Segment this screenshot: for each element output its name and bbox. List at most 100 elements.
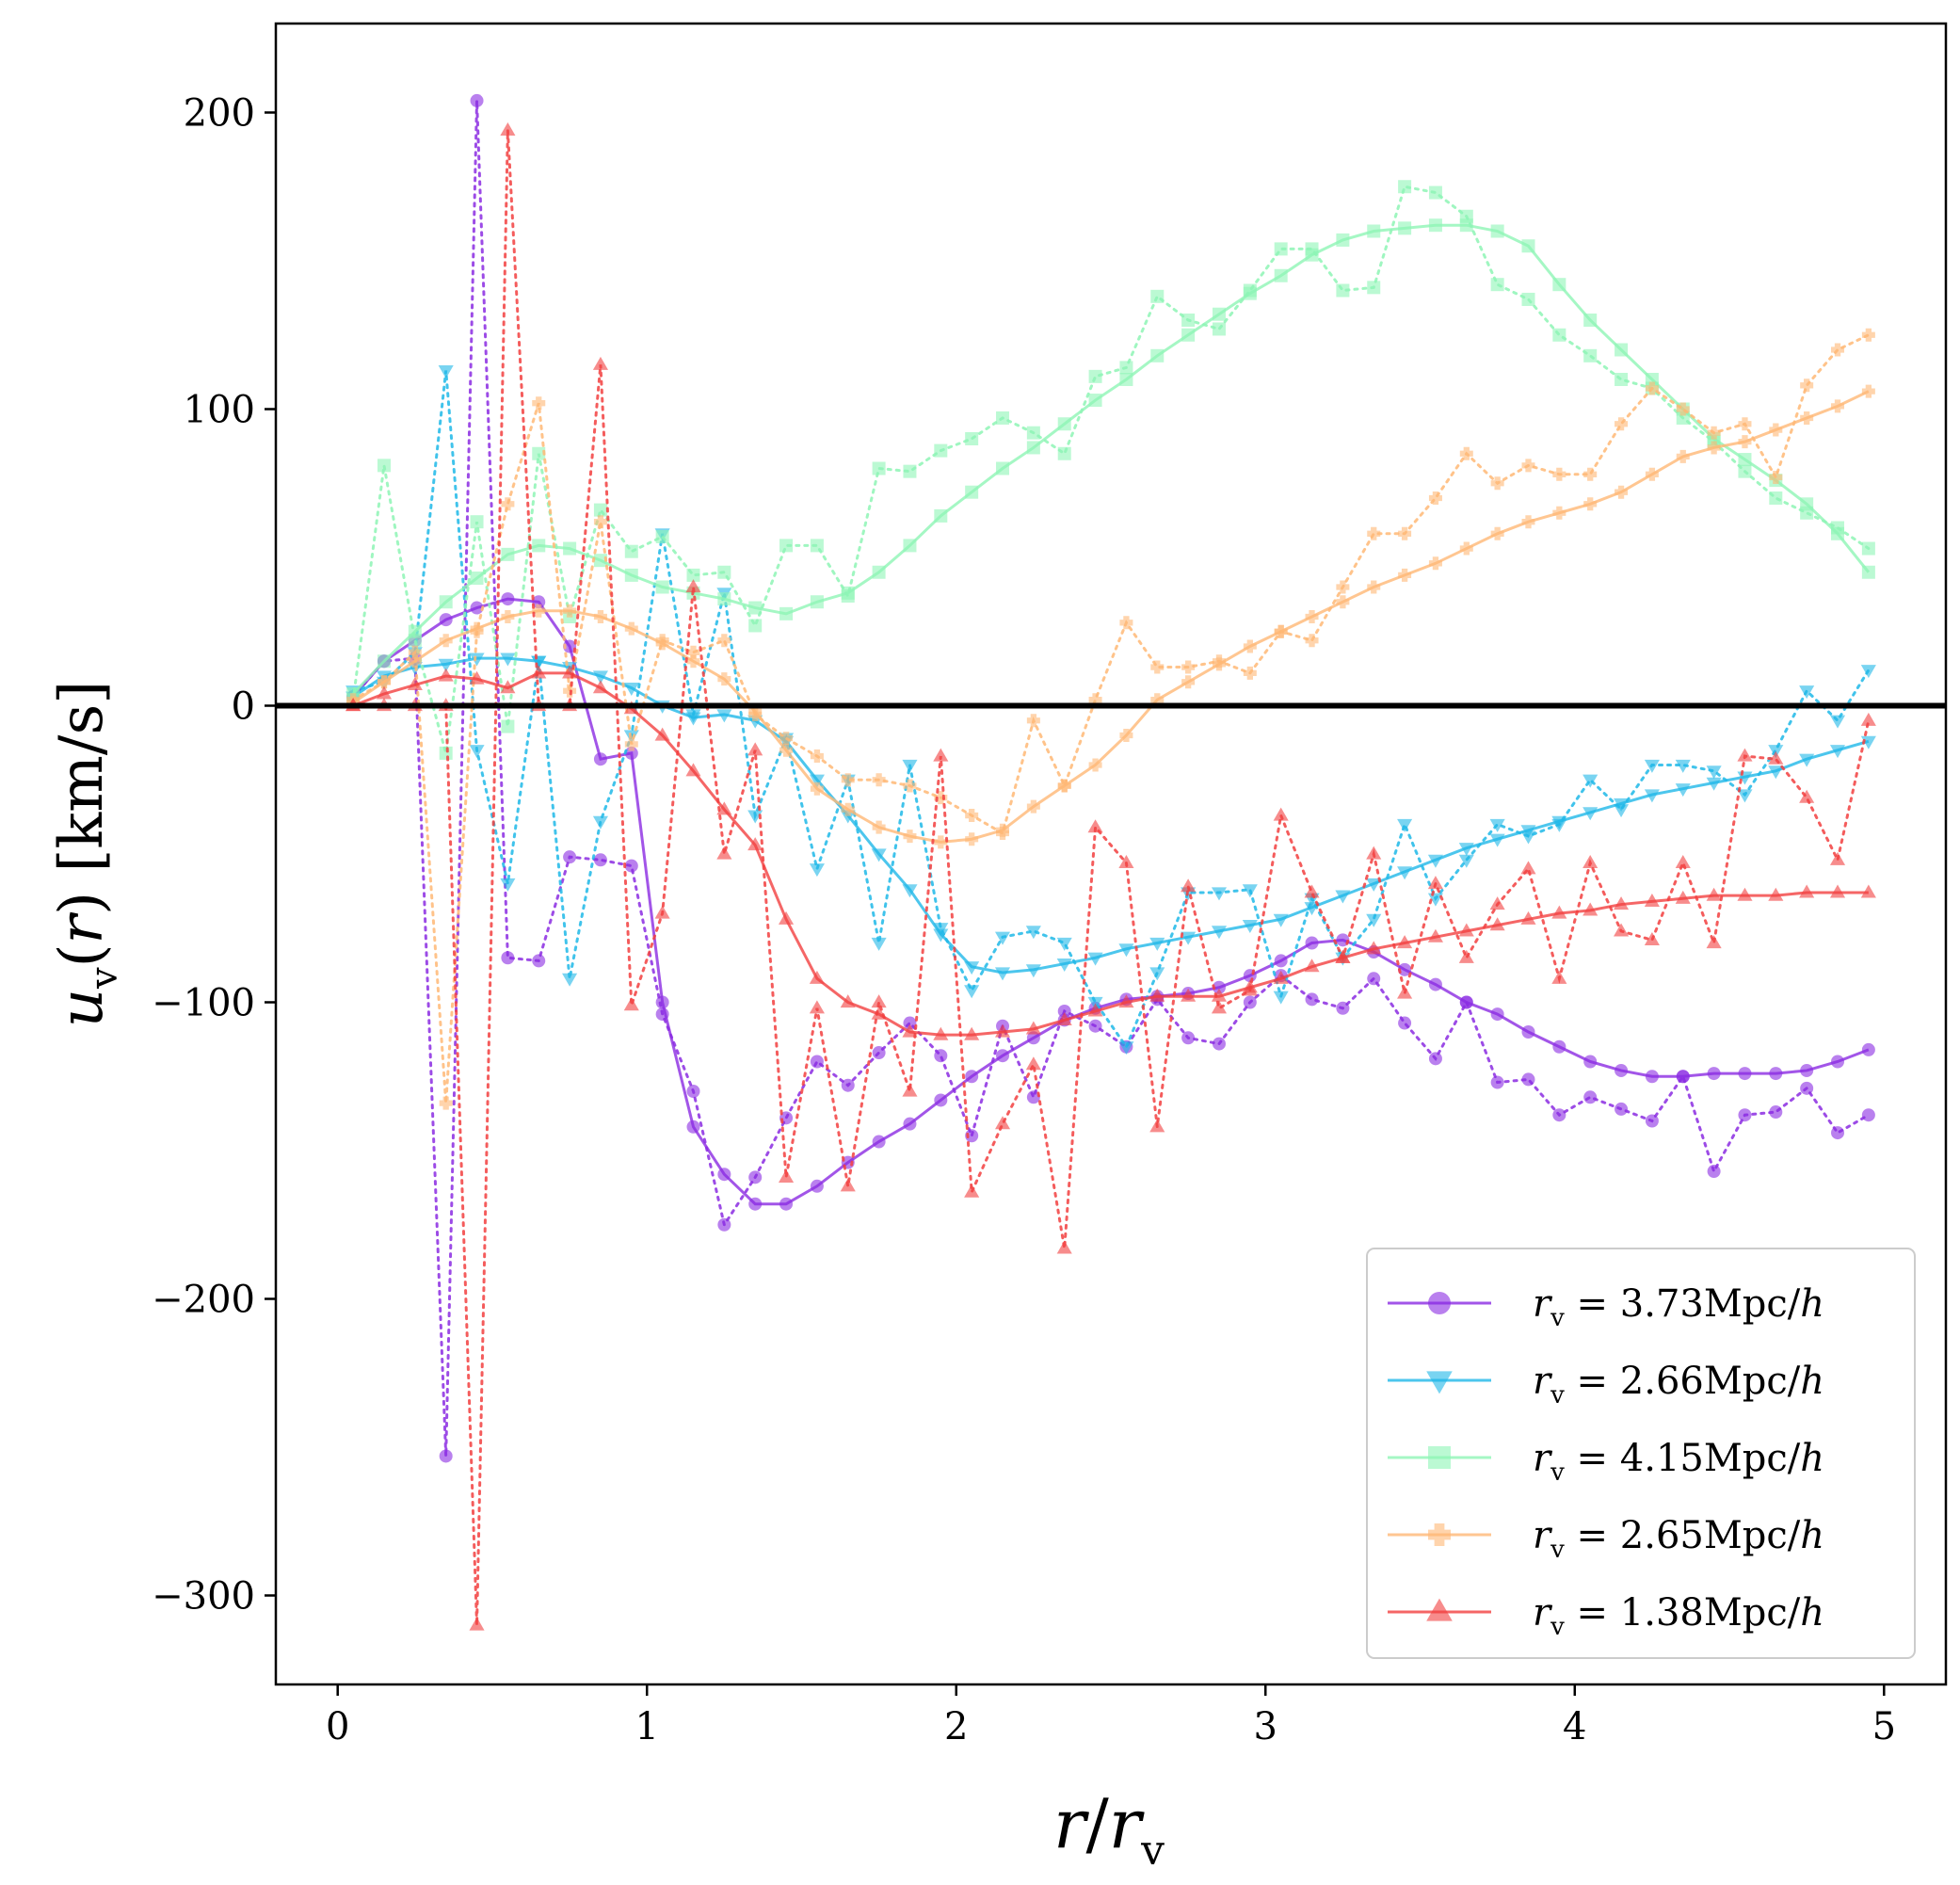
data-point-raw [1490, 278, 1504, 292]
data-point-raw [965, 432, 979, 445]
data-point-smooth [1366, 941, 1382, 955]
data-point-smooth [810, 781, 824, 796]
data-point-smooth [1831, 399, 1845, 413]
data-point-raw [1737, 789, 1753, 803]
data-point-smooth [934, 835, 948, 849]
data-point-smooth [1026, 1031, 1040, 1045]
data-point-raw [1367, 526, 1381, 540]
data-point-raw [1211, 887, 1228, 901]
data-point-raw [748, 1170, 763, 1184]
data-point-smooth [872, 565, 886, 579]
data-point-smooth [841, 802, 855, 816]
data-point-smooth [1551, 905, 1567, 919]
data-point-smooth [1520, 910, 1536, 925]
data-point-smooth [438, 668, 454, 682]
data-point-smooth [1428, 218, 1442, 233]
data-point-raw [1861, 328, 1875, 342]
data-point-smooth [841, 586, 855, 600]
data-point-raw [1675, 855, 1691, 869]
legend-marker [1428, 1292, 1451, 1314]
data-point-smooth [655, 636, 669, 651]
data-point-raw [1645, 381, 1659, 395]
data-point-smooth [592, 670, 608, 685]
data-point-raw [532, 396, 546, 411]
x-tick-label: 5 [1872, 1705, 1896, 1748]
data-point-raw [1645, 1114, 1659, 1128]
data-point-smooth [1428, 556, 1442, 571]
data-point-smooth [469, 670, 485, 685]
data-point-smooth [1273, 970, 1289, 984]
data-point-raw [1025, 1056, 1041, 1071]
data-point-smooth [1335, 890, 1351, 904]
data-point-raw [1366, 913, 1382, 927]
data-point-smooth [810, 1179, 824, 1193]
x-tick-label: 2 [944, 1705, 968, 1748]
series-3 [346, 180, 1875, 760]
data-point-smooth [1583, 497, 1598, 511]
legend-entry: rv = 4.15Mpc/h [1388, 1437, 1824, 1487]
data-point-raw [1305, 992, 1319, 1007]
data-point-raw [1398, 526, 1412, 540]
data-point-smooth [592, 680, 608, 694]
data-point-raw [1026, 426, 1040, 440]
data-point-smooth [1274, 624, 1288, 638]
data-point-smooth [1644, 789, 1660, 803]
data-point-raw [1520, 861, 1536, 875]
data-point-smooth [810, 595, 824, 609]
data-point-smooth [1768, 765, 1784, 780]
legend-label: rv = 1.38Mpc/h [1533, 1591, 1824, 1641]
data-point-raw [1521, 459, 1535, 473]
data-point-smooth [1025, 1021, 1041, 1035]
data-point-smooth [532, 539, 546, 553]
data-point-raw [1367, 281, 1381, 295]
data-point-smooth [1056, 958, 1072, 972]
data-point-smooth [1335, 949, 1351, 963]
data-point-smooth [903, 830, 917, 844]
y-tick-label: −300 [152, 1575, 255, 1619]
data-point-smooth [1552, 1039, 1566, 1054]
data-point-raw [717, 1217, 731, 1232]
data-point-smooth [872, 820, 886, 834]
y-tick-label: −200 [152, 1279, 255, 1322]
data-point-raw [1427, 876, 1443, 890]
data-point-raw [1521, 1072, 1535, 1087]
data-point-smooth [1427, 854, 1443, 868]
data-point-smooth [1675, 783, 1691, 798]
data-point-raw [934, 791, 948, 805]
data-point-raw [1614, 923, 1630, 937]
data-point-raw [1860, 665, 1876, 679]
data-point-smooth [965, 1070, 979, 1084]
data-point-raw [809, 863, 825, 878]
data-point-smooth [965, 832, 979, 846]
data-point-smooth [408, 654, 422, 669]
data-point-smooth [1242, 920, 1258, 933]
data-point-smooth [1398, 221, 1412, 235]
data-point-smooth [655, 580, 669, 594]
data-point-raw [1181, 878, 1197, 893]
data-point-raw [1181, 1031, 1196, 1045]
svg-text:r/rv: r/rv [1053, 1784, 1165, 1875]
y-tick-label: −100 [152, 982, 255, 1025]
data-point-raw [1738, 1108, 1752, 1122]
data-point-raw [439, 746, 453, 760]
data-point-raw [438, 364, 454, 379]
data-point-raw [1242, 884, 1258, 898]
data-point-smooth [1212, 657, 1226, 671]
svg-text:uv(r) [km/s]: uv(r) [km/s] [47, 681, 126, 1028]
data-point-raw [1583, 348, 1598, 362]
data-point-smooth [965, 485, 979, 499]
data-point-smooth [1521, 515, 1535, 529]
data-point-smooth [1645, 1070, 1659, 1084]
data-point-smooth [1087, 952, 1103, 966]
data-point-raw [1489, 896, 1505, 910]
data-point-raw [1675, 759, 1691, 773]
data-point-raw [623, 997, 639, 1011]
data-point-raw [1799, 789, 1815, 803]
data-point-raw [1057, 446, 1071, 460]
series-2 [345, 364, 1876, 1055]
data-point-smooth [1088, 394, 1102, 408]
data-point-raw [903, 1016, 917, 1030]
data-point-smooth [1274, 268, 1288, 282]
data-point-raw [810, 539, 824, 553]
